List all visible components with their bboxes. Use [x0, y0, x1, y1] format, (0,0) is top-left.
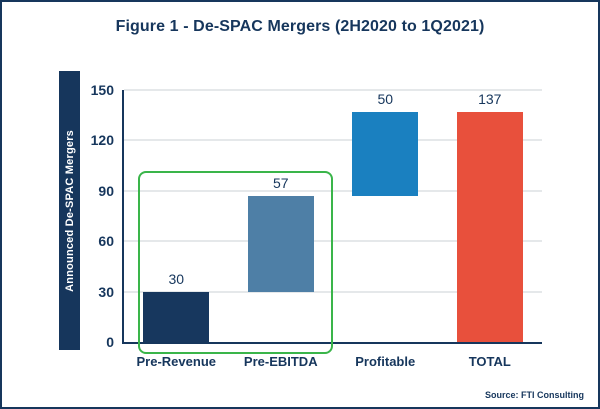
y-tick-label: 90 [98, 182, 114, 199]
bar-profitable [352, 111, 419, 196]
bar-value-label: 137 [478, 90, 502, 107]
gridline [124, 291, 542, 293]
highlight-box [138, 170, 333, 354]
bar-value-label: 30 [168, 270, 185, 287]
bar-pre-revenue [143, 291, 210, 342]
y-tick-label: 30 [98, 283, 114, 300]
chart-title: Figure 1 - De-SPAC Mergers (2H2020 to 1Q… [115, 18, 485, 35]
y-axis-label: Announced De-SPAC Mergers [63, 129, 76, 292]
y-tick-label: 120 [90, 132, 114, 149]
gridline [124, 240, 542, 242]
bar-total [456, 111, 523, 342]
category-label: Profitable [355, 354, 416, 369]
bar-pre-ebitda [247, 195, 314, 292]
y-tick-label: 60 [98, 233, 114, 250]
y-tick-label: 0 [106, 334, 114, 350]
y-tick-label: 150 [90, 82, 114, 98]
category-label: TOTAL [468, 354, 511, 369]
gridline [124, 89, 542, 91]
bar-value-label: 50 [377, 90, 394, 107]
plot-area: 0 30 60 90 120 150 30 Pre-Revenue 57 Pre-EBITDA 50… [91, 83, 542, 369]
category-label: Pre-EBITDA [243, 354, 318, 369]
gridline [124, 139, 542, 141]
source-note: Source: FTI Consulting [485, 390, 584, 400]
y-axis-label-strip: Announced De-SPAC Mergers [59, 71, 80, 350]
bar-value-label: 57 [272, 174, 289, 191]
category-label: Pre-Revenue [136, 354, 216, 369]
gridline [124, 190, 542, 192]
